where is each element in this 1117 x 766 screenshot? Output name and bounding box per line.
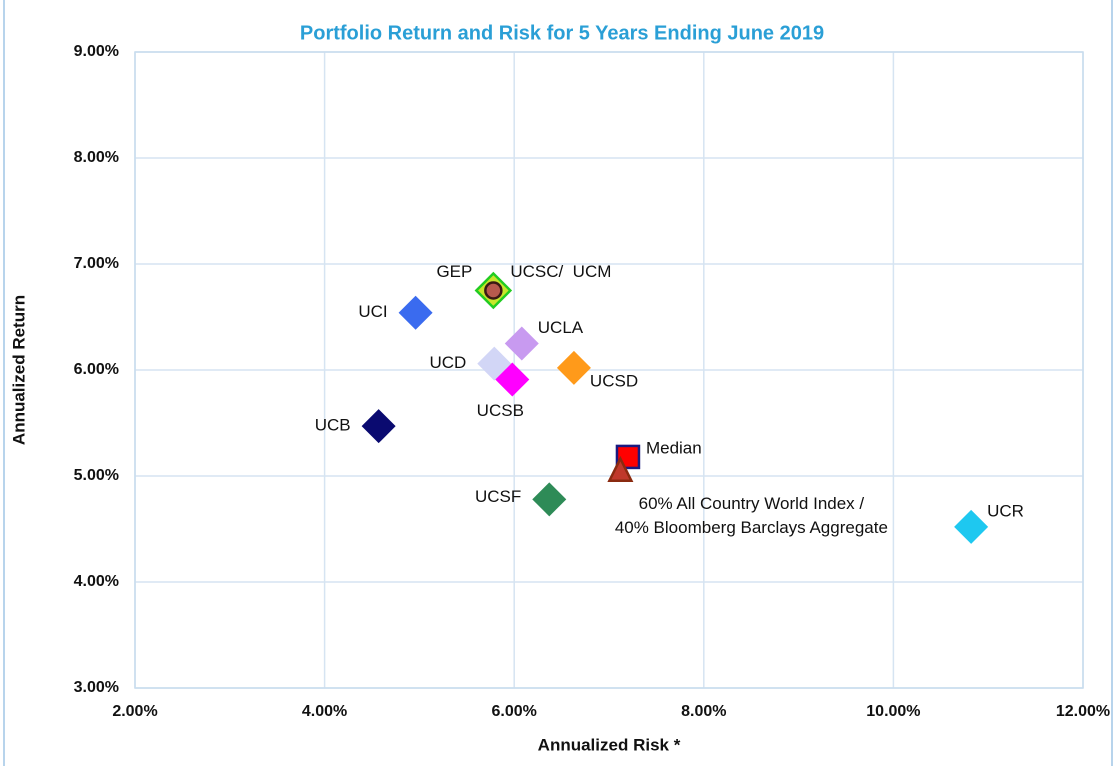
x-tick-label: 4.00% — [302, 703, 347, 720]
point — [954, 509, 989, 544]
x-tick-label: 10.00% — [866, 703, 920, 720]
point — [484, 281, 503, 300]
point-label: UCSF — [475, 487, 521, 506]
y-tick-label: 9.00% — [74, 43, 119, 60]
y-tick-label: 5.00% — [74, 467, 119, 484]
point-label: UCI — [358, 302, 387, 321]
y-tick-label: 8.00% — [74, 149, 119, 166]
point-label: UCSB — [477, 401, 524, 420]
point — [495, 362, 530, 397]
point-label: UCB — [315, 416, 351, 435]
y-tick-label: 7.00% — [74, 255, 119, 272]
x-tick-label: 2.00% — [112, 703, 157, 720]
plot-border — [134, 51, 1084, 689]
x-axis-label: Annualized Risk * — [538, 735, 681, 754]
chart-title: Portfolio Return and Risk for 5 Years En… — [300, 22, 824, 44]
point-label: Median — [646, 438, 702, 457]
point — [398, 295, 433, 330]
point-label: UCSD — [590, 371, 638, 390]
y-tick-label: 3.00% — [74, 679, 119, 696]
point-label: UCR — [987, 501, 1024, 520]
point-label: UCD — [429, 353, 466, 372]
point-label: 60% All Country World Index / — [639, 494, 865, 513]
point-label: GEP — [436, 262, 472, 281]
y-tick-label: 4.00% — [74, 573, 119, 590]
x-tick-label: 6.00% — [492, 703, 537, 720]
point-label: UCLA — [538, 318, 584, 337]
point — [504, 326, 539, 361]
y-tick-label: 6.00% — [74, 361, 119, 378]
point — [556, 350, 591, 385]
y-axis-label: Annualized Return — [9, 295, 28, 445]
point — [607, 455, 634, 482]
x-tick-label: 8.00% — [681, 703, 726, 720]
x-tick-label: 12.00% — [1056, 703, 1110, 720]
point — [532, 482, 567, 517]
point — [361, 409, 396, 444]
point-label: UCSC/ UCM — [510, 262, 611, 281]
point-label: 40% Bloomberg Barclays Aggregate — [615, 518, 888, 537]
